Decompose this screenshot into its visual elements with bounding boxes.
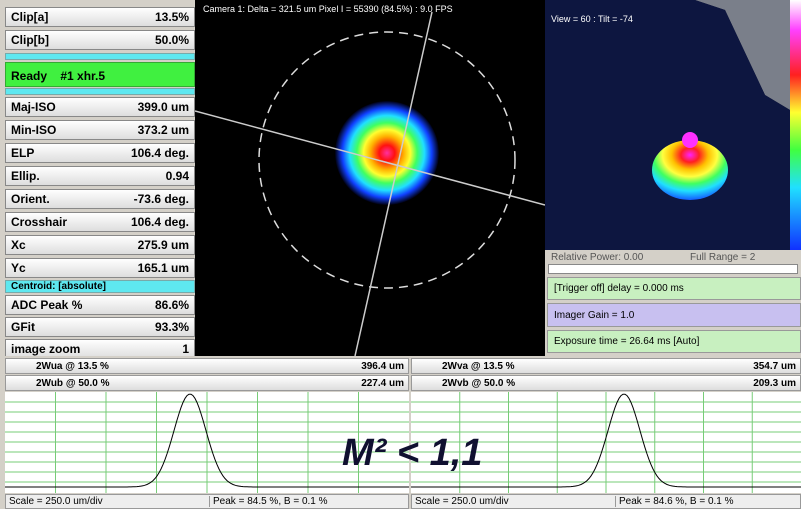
metric-value: 50.0% xyxy=(155,33,189,47)
metric-row: Clip[a] 13.5% xyxy=(5,7,195,27)
profile-value: 396.4 um xyxy=(361,361,404,372)
metric-label: Clip[a] xyxy=(11,10,48,24)
metric-value: 275.9 um xyxy=(138,238,189,252)
metric-row: ADC Peak % 86.6% xyxy=(5,295,195,315)
power-bar xyxy=(548,264,798,274)
metric-row: Clip[b] 50.0% xyxy=(5,30,195,50)
separator xyxy=(5,53,195,60)
metric-value: 106.4 deg. xyxy=(131,215,189,229)
metric-value: 86.6% xyxy=(155,298,189,312)
metric-value: 1 xyxy=(182,342,189,356)
metric-label: ADC Peak % xyxy=(11,298,82,312)
metric-value: 93.3% xyxy=(155,320,189,334)
gain-slider[interactable]: Imager Gain = 1.0 xyxy=(547,303,801,327)
metric-value: -73.6 deg. xyxy=(134,192,189,206)
metric-label: image zoom xyxy=(11,342,80,356)
metric-row: Xc 275.9 um xyxy=(5,235,195,255)
m2-overlay: M² < 1,1 xyxy=(342,432,482,475)
metric-label: Clip[b] xyxy=(11,33,49,47)
camera-header: Camera 1: Delta = 321.5 um Pixel I = 553… xyxy=(203,4,453,14)
metric-label: Ellip. xyxy=(11,169,40,183)
profile-header: 2Wvb @ 50.0 % 209.3 um xyxy=(411,375,801,391)
beam-3d xyxy=(652,140,728,200)
metric-row: Yc 165.1 um xyxy=(5,258,195,278)
separator xyxy=(5,88,195,95)
scale-label: Scale = 250.0 um/div xyxy=(6,496,209,507)
color-bar xyxy=(790,0,801,250)
metric-value: 399.0 um xyxy=(138,100,189,114)
profile-value: 209.3 um xyxy=(753,378,796,389)
profile-header: 2Wub @ 50.0 % 227.4 um xyxy=(5,375,409,391)
view-label: View = 60 : Tilt = -74 xyxy=(551,14,633,24)
profile-label: 2Wvb @ 50.0 % xyxy=(442,378,515,389)
profile-value: 227.4 um xyxy=(361,378,404,389)
metric-value: 13.5% xyxy=(155,10,189,24)
metric-row: ELP 106.4 deg. xyxy=(5,143,195,163)
metric-label: Maj-ISO xyxy=(11,100,56,114)
metric-row: Ellip. 0.94 xyxy=(5,166,195,186)
profile-label: 2Wub @ 50.0 % xyxy=(36,378,109,389)
centroid: Centroid: [absolute] xyxy=(5,280,195,293)
metric-label: ELP xyxy=(11,146,34,160)
relative-power: Relative Power: 0.00 xyxy=(551,252,643,263)
profile-label: 2Wva @ 13.5 % xyxy=(442,361,515,372)
metric-row: Maj-ISO 399.0 um xyxy=(5,97,195,117)
full-range: Full Range = 2 xyxy=(690,252,755,263)
view-3d: View = 60 : Tilt = -74 xyxy=(545,0,801,250)
metric-value: 0.94 xyxy=(166,169,189,183)
metric-label: GFit xyxy=(11,320,35,334)
metric-row: Crosshair 106.4 deg. xyxy=(5,212,195,232)
peak-label: Peak = 84.6 %, B = 0.1 % xyxy=(615,496,734,507)
app: Clip[a] 13.5% Clip[b] 50.0% Ready #1 xhr.5 Ma… xyxy=(0,0,801,509)
metric-label: Min-ISO xyxy=(11,123,56,137)
metric-row: Min-ISO 373.2 um xyxy=(5,120,195,140)
metric-value: 106.4 deg. xyxy=(131,146,189,160)
metric-label: Orient. xyxy=(11,192,50,206)
metric-row: Orient. -73.6 deg. xyxy=(5,189,195,209)
profile-label: 2Wua @ 13.5 % xyxy=(36,361,109,372)
metric-label: Xc xyxy=(11,238,26,252)
metric-row: GFit 93.3% xyxy=(5,317,195,337)
status: Ready #1 xhr.5 xyxy=(5,62,195,87)
scale-label: Scale = 250.0 um/div xyxy=(412,496,615,507)
exposure-slider[interactable]: Exposure time = 26.64 ms [Auto] xyxy=(547,330,801,353)
beam-image: Camera 1: Delta = 321.5 um Pixel I = 553… xyxy=(195,0,545,356)
metric-value: 373.2 um xyxy=(138,123,189,137)
profile-value: 354.7 um xyxy=(753,361,796,372)
metric-label: Yc xyxy=(11,261,26,275)
profile-header: 2Wva @ 13.5 % 354.7 um xyxy=(411,358,801,374)
metric-label: Crosshair xyxy=(11,215,67,229)
profile-header: 2Wua @ 13.5 % 396.4 um xyxy=(5,358,409,374)
peak-label: Peak = 84.5 %, B = 0.1 % xyxy=(209,496,328,507)
metric-value: 165.1 um xyxy=(138,261,189,275)
beam-peak xyxy=(682,132,698,148)
trigger-slider[interactable]: [Trigger off] delay = 0.000 ms xyxy=(547,277,801,300)
